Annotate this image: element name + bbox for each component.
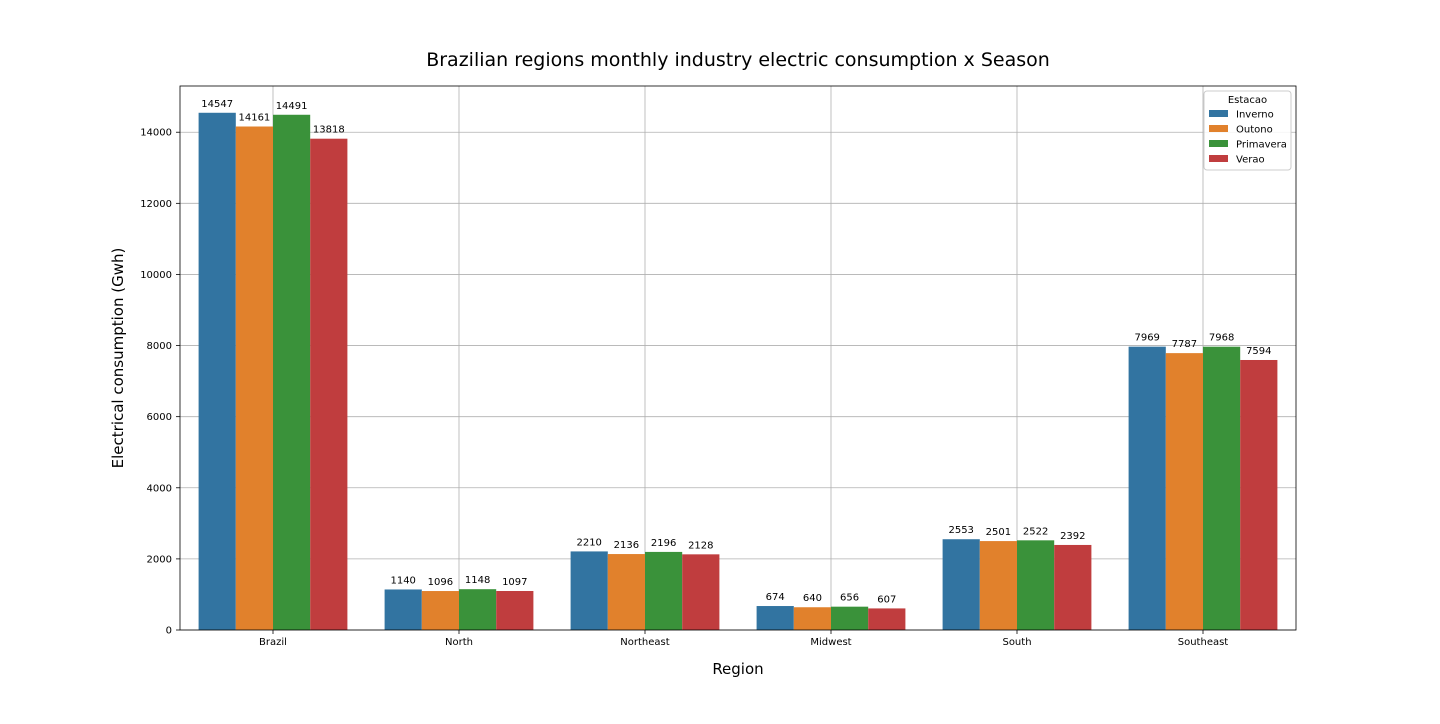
y-tick-label: 6000 (147, 412, 172, 423)
bar (756, 606, 794, 630)
bars-layer (198, 112, 1278, 631)
legend-entry: Primavera (1236, 140, 1287, 151)
plot-frame (179, 85, 1297, 631)
x-tick-label: South (1002, 637, 1031, 648)
x-tick-label: Brazil (259, 637, 287, 648)
bar (570, 551, 608, 630)
data-label: 1140 (390, 575, 415, 586)
y-tick-label: 2000 (147, 554, 172, 565)
x-axis-label: Region (712, 660, 763, 678)
data-label: 607 (877, 594, 896, 605)
bar (459, 589, 497, 630)
data-label: 13818 (313, 125, 345, 136)
data-label: 2553 (948, 525, 973, 536)
data-label: 2210 (576, 537, 601, 548)
bar (421, 591, 459, 630)
x-tick-label: North (445, 637, 473, 648)
data-label: 1097 (502, 577, 527, 588)
data-label: 2501 (986, 527, 1011, 538)
y-tick-label: 8000 (147, 341, 172, 352)
bar (198, 112, 236, 631)
data-label: 7594 (1246, 346, 1271, 357)
data-label: 7787 (1172, 339, 1197, 350)
legend-title: Estacao (1228, 95, 1267, 106)
bar (1165, 353, 1203, 630)
y-tick-label: 10000 (140, 270, 172, 281)
data-label: 2136 (614, 540, 639, 551)
data-label: 14491 (276, 101, 308, 112)
bar (235, 126, 273, 631)
data-label: 656 (840, 593, 859, 604)
legend-swatch (1209, 125, 1228, 132)
bar (273, 114, 311, 630)
y-tick-label: 0 (166, 626, 172, 637)
legend-swatch (1209, 140, 1228, 147)
data-label: 14161 (238, 112, 270, 123)
legend-entry: Verao (1236, 155, 1265, 166)
bar (1054, 544, 1092, 630)
bar (384, 589, 422, 630)
data-labels-layer: 14547 1140 2210 674 2553 7969 14161 1096 2136 640… (201, 99, 1271, 606)
data-label: 1148 (465, 575, 490, 586)
bar (496, 590, 534, 630)
chart-title: Brazilian regions monthly industry elect… (426, 49, 1050, 71)
y-tick-label: 12000 (140, 199, 172, 210)
bar (1017, 540, 1055, 630)
bar (1128, 346, 1166, 630)
bar (645, 551, 683, 630)
x-tick-label: Southeast (1178, 637, 1229, 648)
bar (607, 554, 645, 630)
data-label: 7968 (1209, 333, 1234, 344)
legend-swatch (1209, 110, 1228, 117)
legend-entry: Inverno (1236, 110, 1274, 121)
data-label: 2196 (651, 538, 676, 549)
x-tick-label: Midwest (810, 637, 851, 648)
bar (682, 554, 720, 630)
bar (1240, 359, 1278, 630)
x-tick-label: Northeast (620, 637, 669, 648)
data-label: 2392 (1060, 531, 1085, 542)
y-tick-label: 14000 (140, 128, 172, 139)
legend-entry: Outono (1236, 125, 1273, 136)
legend: Estacao Inverno Outono Primavera Verao (1203, 90, 1292, 171)
bar (831, 606, 869, 630)
y-tick-label: 4000 (147, 483, 172, 494)
y-axis-label: Electrical consumption (Gwh) (109, 248, 127, 469)
data-label: 7969 (1134, 333, 1159, 344)
axes-layer: 0 2000 4000 6000 8000 10000 12000 14000 Brazil No… (140, 85, 1297, 648)
data-label: 2128 (688, 540, 713, 551)
bar (868, 608, 906, 630)
bar (1203, 346, 1241, 630)
data-label: 674 (766, 592, 785, 603)
data-label: 14547 (201, 99, 233, 110)
bar (979, 541, 1017, 630)
legend-swatch (1209, 155, 1228, 162)
data-label: 2522 (1023, 526, 1048, 537)
data-label: 640 (803, 593, 822, 604)
bar (942, 539, 980, 630)
bar (310, 138, 348, 630)
data-label: 1096 (428, 577, 453, 588)
bar (793, 607, 831, 630)
